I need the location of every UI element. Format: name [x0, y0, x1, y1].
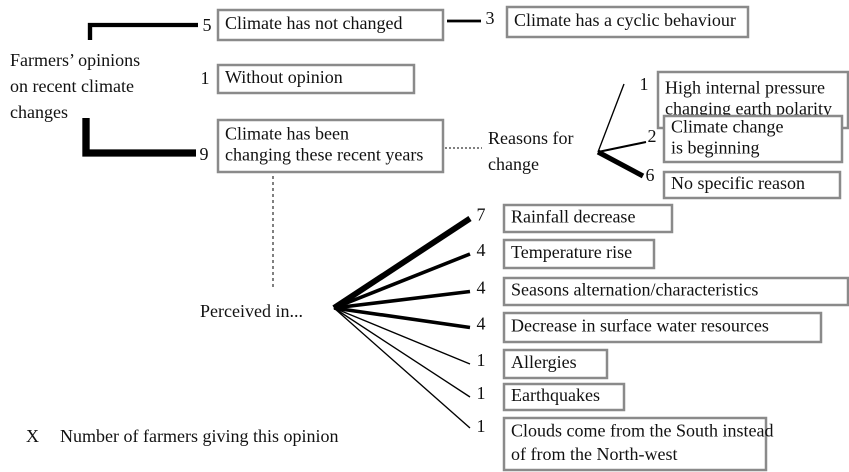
box: [216, 8, 445, 42]
branch-label: Climate has a cyclic behaviour: [514, 10, 736, 30]
perceived-item-label: Seasons alternation/characteristics: [511, 280, 758, 300]
reason-label: is beginning: [671, 138, 760, 158]
count: 4: [477, 278, 486, 298]
count: 1: [201, 68, 210, 88]
box: [502, 203, 674, 234]
box: [502, 238, 656, 270]
box: [502, 311, 823, 344]
reasons-label: Reasons for: [488, 128, 573, 148]
count: 7: [477, 205, 486, 225]
count: 6: [646, 165, 655, 185]
perceived-line: [333, 307, 471, 398]
box: [216, 63, 416, 95]
perceived-item-label: Temperature rise: [511, 242, 632, 262]
legend-key: X: [26, 426, 39, 446]
branch-line: [87, 22, 198, 40]
reason-line: [596, 149, 645, 179]
box: [502, 348, 609, 380]
count: 4: [477, 314, 486, 334]
root-label: changes: [10, 102, 68, 122]
count: 9: [200, 144, 209, 164]
reason-line: [597, 83, 625, 153]
perceived-line: [333, 307, 471, 365]
box: [505, 5, 750, 39]
reason-label: Climate change: [671, 117, 783, 137]
reason-label: No specific reason: [671, 173, 805, 193]
reasons-label: change: [488, 154, 539, 174]
perceived-label: Perceived in...: [200, 301, 303, 321]
count: 1: [477, 383, 486, 403]
count: 4: [477, 240, 486, 260]
perceived-item-label: Earthquakes: [511, 385, 600, 405]
perceived-line: [333, 289, 471, 310]
box: [502, 416, 768, 472]
perceived-line: [333, 252, 471, 310]
perceived-line: [333, 306, 471, 330]
box: [216, 118, 445, 174]
root-label: on recent climate: [10, 76, 134, 96]
perceived-line: [333, 307, 471, 429]
count: 3: [486, 8, 495, 28]
box: [502, 382, 626, 412]
branch-label: Climate has not changed: [225, 13, 402, 33]
perceived-item-label: Decrease in surface water resources: [511, 316, 769, 336]
perceived-line: [332, 216, 472, 311]
count: 5: [203, 15, 212, 35]
count: 1: [640, 74, 649, 94]
reason-label: High internal pressure: [665, 78, 825, 98]
box: [662, 170, 842, 200]
reason-label: changing earth polarity: [665, 99, 832, 119]
branch-label: Without opinion: [225, 67, 343, 87]
reason-line: [597, 140, 647, 154]
box: [662, 114, 844, 164]
branch-line: [82, 118, 196, 157]
root-label: Farmers’ opinions: [10, 50, 140, 70]
count: 1: [477, 350, 486, 370]
perceived-item-label: of from the North-west: [511, 444, 677, 464]
perceived-item-label: Allergies: [511, 352, 577, 372]
perceived-item-label: Rainfall decrease: [511, 207, 635, 227]
count: 2: [648, 126, 657, 146]
legend-text: Number of farmers giving this opinion: [60, 426, 338, 446]
branch-label: Climate has been: [225, 124, 349, 144]
branch-label: changing these recent years: [225, 145, 423, 165]
box: [502, 276, 849, 307]
perceived-item-label: Clouds come from the South instead: [511, 420, 773, 440]
count: 1: [477, 416, 486, 436]
